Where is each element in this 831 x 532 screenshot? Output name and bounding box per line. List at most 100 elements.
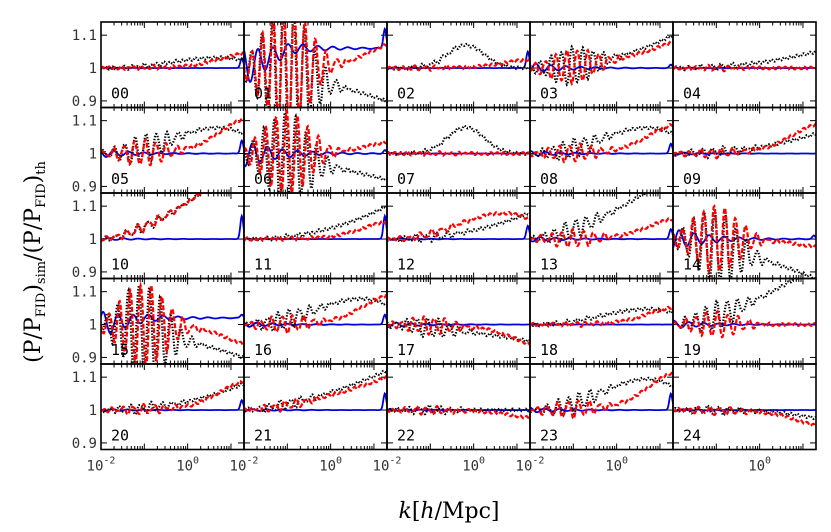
panel-label: 02 bbox=[397, 85, 415, 103]
y-tick-label: 0.9 bbox=[72, 94, 97, 110]
panel-label: 07 bbox=[397, 170, 415, 188]
series-red-line bbox=[673, 309, 816, 339]
series-black-line bbox=[101, 125, 244, 165]
series-red-line bbox=[244, 375, 387, 414]
series-blue-line bbox=[387, 152, 530, 155]
y-tick-label: 1.1 bbox=[72, 199, 97, 215]
panel-label: 05 bbox=[111, 170, 129, 188]
panel-label: 11 bbox=[254, 256, 272, 274]
series-red-line bbox=[530, 305, 673, 328]
panel-label: 16 bbox=[254, 341, 272, 359]
ylabel-close: ) bbox=[21, 175, 46, 184]
panel-label: 20 bbox=[111, 427, 129, 445]
series-red-line bbox=[101, 51, 244, 72]
panel-19: 19 bbox=[672, 277, 817, 365]
series-black-line bbox=[387, 124, 530, 157]
series-black-line bbox=[244, 205, 387, 242]
series-blue-line bbox=[530, 142, 673, 157]
panel-05: 05 1.1 1 0.9 bbox=[72, 106, 245, 195]
panel-00: 00 1.1 1 0.9 bbox=[72, 21, 245, 110]
series-red-line bbox=[530, 123, 673, 164]
series-blue-line bbox=[101, 138, 244, 158]
panel-label: 14 bbox=[683, 256, 701, 274]
series-blue-line bbox=[101, 213, 244, 242]
series-blue-line bbox=[673, 408, 816, 412]
series-red-line bbox=[387, 210, 530, 243]
series-blue-line bbox=[244, 313, 387, 328]
panel-label: 08 bbox=[540, 170, 558, 188]
series-blue-line bbox=[673, 229, 816, 249]
series-black-line bbox=[101, 382, 244, 416]
panel-24: 24 100 bbox=[672, 363, 817, 475]
svg-text:(P/PFID)sim/(P/PFID)th: (P/PFID)sim/(P/PFID)th bbox=[21, 161, 49, 363]
ylabel-sub3: FID bbox=[34, 183, 49, 208]
panel-08: 08 bbox=[529, 106, 674, 194]
panel-frame bbox=[672, 363, 817, 451]
panel-label: 00 bbox=[111, 85, 129, 103]
svg-text:k[h/Mpc]: k[h/Mpc] bbox=[398, 499, 499, 524]
y-tick-label: 0.9 bbox=[72, 179, 97, 195]
series-blue-line bbox=[244, 213, 387, 241]
panel-label: 22 bbox=[397, 427, 415, 445]
panel-label: 12 bbox=[397, 256, 415, 274]
y-tick-label: 1 bbox=[89, 403, 97, 419]
panel-label: 01 bbox=[254, 85, 272, 103]
panel-02: 02 bbox=[386, 21, 531, 109]
x-tick-label: 100 bbox=[462, 456, 485, 475]
panel-18: 18 bbox=[529, 277, 674, 365]
panel-label: 19 bbox=[683, 341, 701, 359]
panel-12: 12 bbox=[386, 192, 531, 280]
series-black-line bbox=[101, 285, 244, 364]
ylabel-mid: ) bbox=[21, 284, 46, 293]
series-red-line bbox=[244, 220, 387, 243]
panel-07: 07 bbox=[386, 106, 531, 194]
y-tick-label: 0.9 bbox=[72, 350, 97, 366]
panel-06: 06 bbox=[243, 106, 388, 194]
panel-label: 15 bbox=[111, 341, 129, 359]
panel-20: 20 1.1 1 0.9 10-2 100 bbox=[72, 363, 245, 475]
series-red-line bbox=[387, 315, 530, 346]
xlabel-open: [ bbox=[412, 499, 421, 524]
series-black-line bbox=[530, 306, 673, 328]
panel-label: 04 bbox=[683, 85, 701, 103]
series-red-line bbox=[673, 63, 816, 73]
series-black-line bbox=[673, 278, 799, 334]
ylabel-lead: (P/P bbox=[21, 317, 46, 363]
panel-label: 24 bbox=[683, 427, 701, 445]
series-red-line bbox=[244, 107, 387, 193]
x-tick-label: 10-2 bbox=[373, 456, 402, 475]
series-red-line bbox=[387, 404, 530, 421]
x-tick-label: 10-2 bbox=[516, 456, 545, 475]
series-red-line bbox=[101, 280, 244, 364]
series-red-line bbox=[673, 405, 816, 428]
ylabel-sub4: th bbox=[34, 161, 49, 175]
panel-21: 21 10-2 100 bbox=[230, 363, 388, 475]
series-red-line bbox=[530, 370, 673, 421]
series-red-line bbox=[101, 379, 244, 416]
panel-10: 10 1.1 1 0.9 bbox=[72, 192, 245, 281]
series-red-line bbox=[673, 204, 816, 274]
series-black-line bbox=[101, 55, 244, 71]
x-tick-label: 100 bbox=[605, 456, 628, 475]
y-tick-label: 0.9 bbox=[72, 265, 97, 281]
series-red-line bbox=[387, 150, 530, 158]
panel-17: 17 bbox=[386, 277, 531, 365]
series-blue-line bbox=[530, 391, 673, 414]
x-axis-title: k[h/Mpc] bbox=[398, 499, 499, 524]
panel-03: 03 bbox=[529, 21, 674, 109]
series-blue-line bbox=[387, 224, 530, 241]
series-blue-line bbox=[673, 66, 816, 70]
panel-09: 09 bbox=[672, 106, 817, 194]
y-tick-label: 1 bbox=[89, 147, 97, 163]
y-tick-label: 1.1 bbox=[72, 370, 97, 386]
series-red-line bbox=[530, 40, 673, 87]
series-black-line bbox=[530, 376, 673, 418]
xlabel-k: k bbox=[398, 499, 411, 524]
series-blue-line bbox=[673, 319, 816, 329]
panel-14: 14 bbox=[672, 192, 817, 280]
series-blue-line bbox=[101, 310, 244, 335]
x-tick-label: 100 bbox=[319, 456, 342, 475]
y-tick-label: 1 bbox=[89, 61, 97, 77]
panel-15: 15 1.1 1 0.9 bbox=[72, 277, 245, 366]
